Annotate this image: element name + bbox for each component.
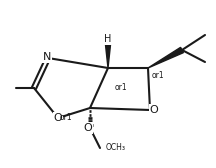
Polygon shape [105, 42, 111, 68]
Text: O: O [54, 113, 62, 123]
Text: N: N [43, 52, 51, 62]
Text: O: O [84, 123, 92, 133]
Text: or1: or1 [152, 72, 165, 80]
Text: or1: or1 [115, 83, 128, 93]
Polygon shape [148, 47, 183, 68]
Text: H: H [104, 34, 112, 44]
Text: OCH₃: OCH₃ [106, 143, 126, 153]
Text: or1: or1 [59, 114, 72, 122]
Text: O: O [150, 105, 158, 115]
